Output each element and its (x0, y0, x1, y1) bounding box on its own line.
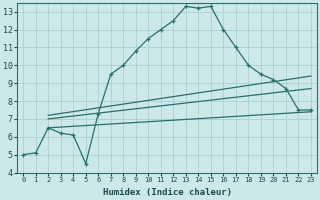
X-axis label: Humidex (Indice chaleur): Humidex (Indice chaleur) (103, 188, 232, 197)
